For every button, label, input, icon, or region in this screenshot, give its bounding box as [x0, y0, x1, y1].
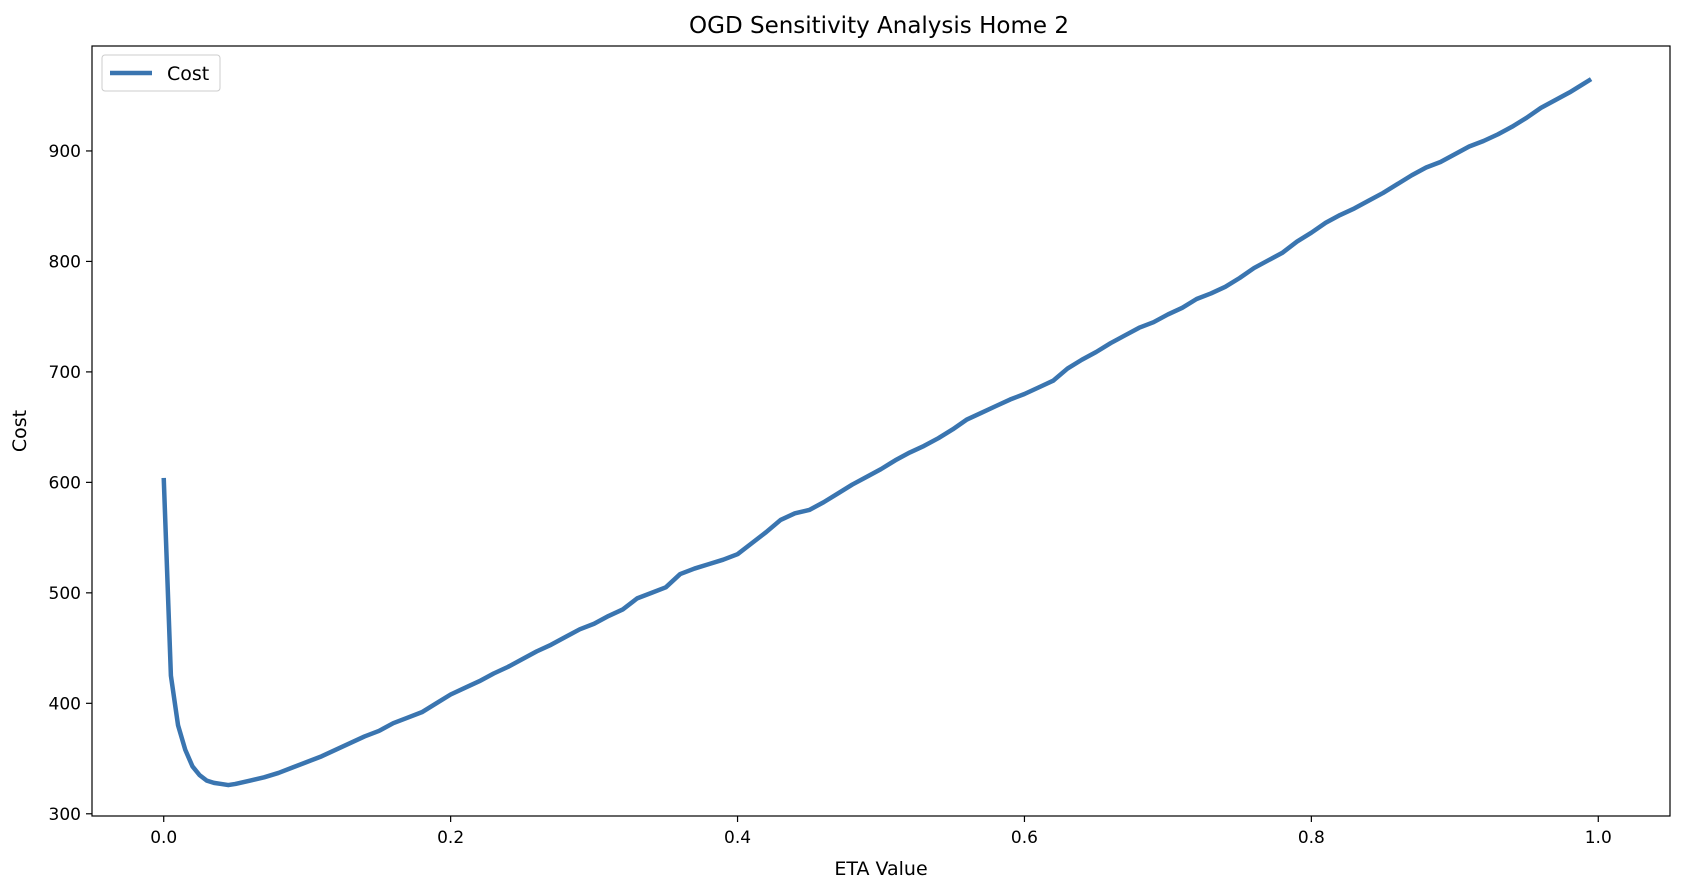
legend-label-cost: Cost [167, 63, 209, 85]
plot-frame [91, 45, 1671, 817]
plot-area [92, 46, 1670, 816]
x-tick-label: 0.2 [437, 828, 464, 848]
y-tick-label: 300 [49, 805, 81, 825]
x-tick-label: 0.0 [150, 828, 177, 848]
y-tick-label: 400 [49, 694, 81, 714]
x-tick-label: 0.6 [1011, 828, 1038, 848]
chart-title: OGD Sensitivity Analysis Home 2 [689, 13, 1069, 39]
x-tick-label: 1.0 [1585, 828, 1612, 848]
y-tick-label: 900 [49, 142, 81, 162]
x-axis-ticks: 0.0 0.2 0.4 0.6 0.8 1.0 [150, 816, 1612, 848]
legend: Cost [101, 54, 221, 92]
x-axis-label: ETA Value [834, 858, 927, 880]
series-line-cost [161, 77, 1593, 788]
y-tick-label: 800 [49, 252, 81, 272]
series-layer [161, 77, 1593, 788]
x-tick-label: 0.8 [1298, 828, 1325, 848]
legend-box [101, 54, 221, 92]
y-axis-ticks: 300 400 500 600 700 800 900 [49, 142, 92, 825]
y-tick-label: 700 [49, 363, 81, 383]
y-tick-label: 600 [49, 473, 81, 493]
x-tick-label: 0.4 [724, 828, 751, 848]
y-axis-label: Cost [9, 410, 31, 452]
y-tick-label: 500 [49, 584, 81, 604]
